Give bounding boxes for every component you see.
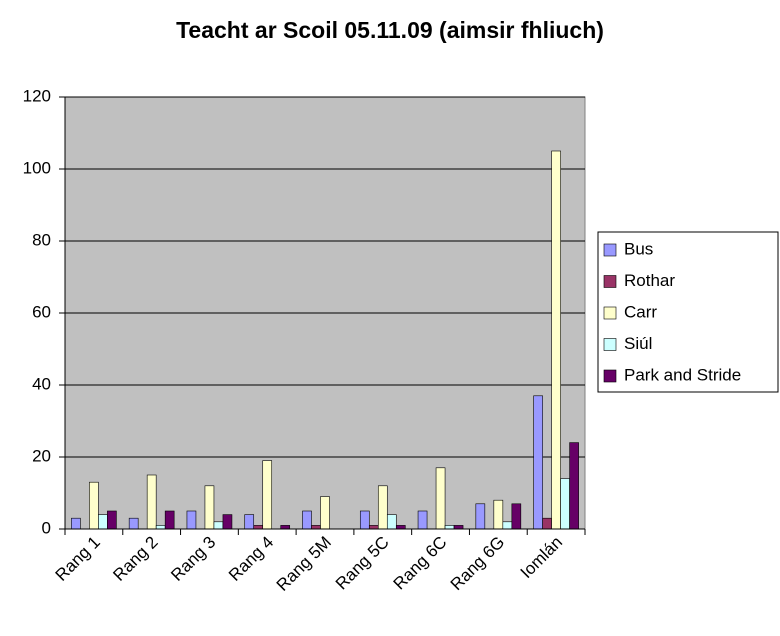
legend-label: Park and Stride <box>624 365 741 384</box>
bar <box>320 496 330 530</box>
x-tick-label: Rang 4 <box>225 533 277 585</box>
bar <box>128 517 139 530</box>
bar <box>493 499 504 530</box>
x-tick-label: Iomlán <box>517 533 567 583</box>
bar <box>475 503 486 530</box>
x-tick-label: Rang 6G <box>447 533 509 595</box>
bar <box>213 521 224 530</box>
legend-label: Carr <box>624 302 657 321</box>
bar <box>98 514 108 530</box>
x-tick-label: Rang 1 <box>52 533 104 585</box>
bar <box>533 395 543 530</box>
bar <box>280 525 291 530</box>
bar <box>146 474 157 530</box>
bar <box>511 503 522 530</box>
y-tick-label: 80 <box>32 230 51 249</box>
x-tick-label: Rang 5C <box>332 533 393 594</box>
bar <box>386 514 397 530</box>
y-tick-label: 20 <box>32 446 51 465</box>
x-tick-label: Rang 2 <box>109 533 161 585</box>
legend-box <box>597 231 779 393</box>
bar <box>551 150 561 530</box>
legend-swatch <box>603 338 617 351</box>
legend-swatch <box>603 275 617 288</box>
bar <box>569 442 579 530</box>
bar <box>311 525 321 530</box>
bar <box>155 525 166 530</box>
bar <box>359 510 370 530</box>
y-tick-label: 120 <box>23 86 51 105</box>
x-tick-label: Rang 6C <box>390 533 451 594</box>
bar <box>164 510 175 530</box>
bar <box>186 510 197 530</box>
y-tick-label: 100 <box>23 158 51 177</box>
legend-swatch <box>603 306 617 320</box>
y-tick-label: 40 <box>32 374 51 393</box>
bar <box>89 481 99 530</box>
bar <box>377 485 388 530</box>
y-tick-label: 0 <box>42 518 51 537</box>
bar <box>262 460 273 530</box>
bar <box>222 514 233 530</box>
bar <box>71 517 81 530</box>
bar <box>107 510 117 530</box>
y-tick-label: 60 <box>32 302 51 321</box>
legend-swatch <box>603 243 617 257</box>
bar <box>204 485 215 530</box>
bar <box>453 525 464 530</box>
bar <box>444 525 455 530</box>
bar <box>560 478 570 530</box>
bar <box>435 467 446 530</box>
bar <box>368 525 379 530</box>
x-tick-label: Rang 5M <box>273 533 335 595</box>
chart-title: Teacht ar Scoil 05.11.09 (aimsir fhliuch… <box>176 17 604 43</box>
legend-label: Siúl <box>624 334 652 353</box>
legend-label: Rothar <box>624 271 675 290</box>
bar <box>542 517 552 530</box>
bar <box>302 510 312 530</box>
bar <box>244 514 255 530</box>
legend-label: Bus <box>624 239 653 258</box>
legend-swatch <box>603 369 617 383</box>
bar <box>417 510 428 530</box>
bar <box>502 521 513 530</box>
x-tick-label: Rang 3 <box>167 533 219 585</box>
bar <box>395 525 406 530</box>
bar <box>253 525 264 530</box>
